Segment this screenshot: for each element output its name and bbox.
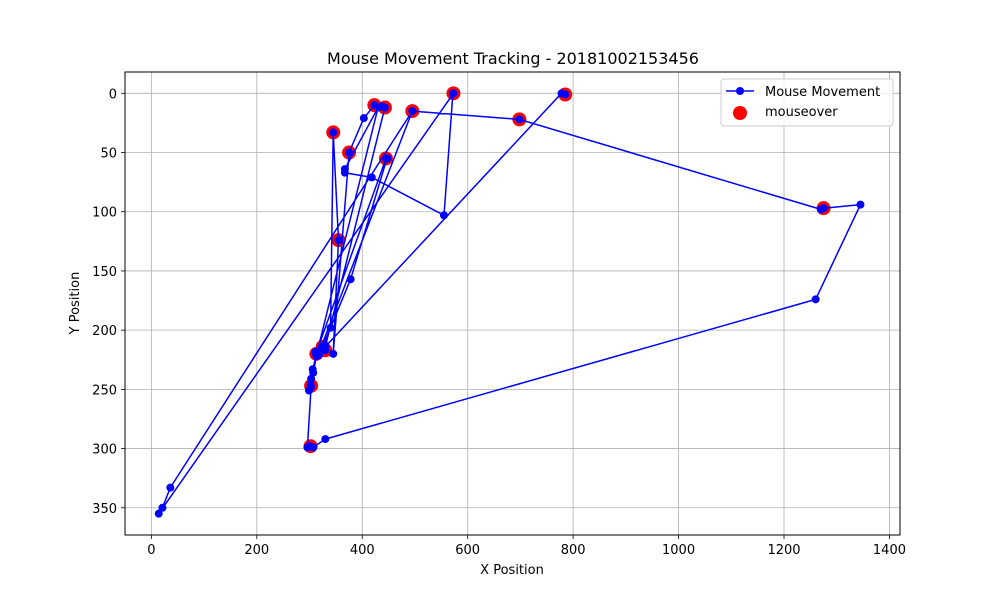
x-tick-label: 600	[455, 543, 480, 558]
mouse-movement-point	[329, 349, 338, 358]
mouse-movement-point	[326, 323, 335, 332]
mouse-movement-point	[359, 114, 368, 123]
mouse-movement-point	[439, 211, 448, 220]
grid-layer	[125, 72, 900, 535]
series-layer	[154, 86, 865, 518]
mouse-movement-point	[374, 103, 383, 112]
legend-line-marker	[736, 87, 744, 95]
mouse-movement-point	[367, 173, 376, 182]
y-tick-label: 50	[100, 147, 117, 162]
mouse-movement-point	[312, 351, 321, 360]
x-tick-label: 800	[561, 543, 586, 558]
mouse-movement-point	[345, 148, 354, 157]
legend-mouseover-marker	[733, 106, 747, 120]
mouse-movement-point	[515, 115, 524, 124]
mouse-movement-point	[309, 368, 318, 377]
x-tick-label: 400	[350, 543, 375, 558]
mouse-movement-point	[340, 168, 349, 177]
mouse-movement-point	[334, 236, 343, 245]
y-tick-label: 250	[92, 383, 117, 398]
legend-label-mouse-movement: Mouse Movement	[765, 85, 880, 100]
mouse-movement-point	[166, 483, 175, 492]
mouse-movement-point	[154, 509, 163, 518]
x-tick-label: 1200	[767, 543, 800, 558]
x-tick-label: 200	[244, 543, 269, 558]
y-tick-label: 150	[92, 265, 117, 280]
mouse-movement-point	[819, 204, 828, 213]
mouse-movement-point	[380, 103, 389, 112]
chart-title: Mouse Movement Tracking - 20181002153456	[327, 49, 699, 68]
y-tick-label: 100	[92, 206, 117, 221]
y-tick-label: 300	[92, 443, 117, 458]
legend-box	[720, 78, 894, 127]
x-tick-label: 1000	[662, 543, 695, 558]
mouse-movement-point	[303, 443, 312, 452]
mouse-movement-point	[856, 200, 865, 209]
mouse-movement-point	[449, 89, 458, 98]
mouse-movement-point	[307, 382, 316, 391]
y-tick-label: 0	[109, 87, 117, 102]
x-tick-label: 1400	[873, 543, 906, 558]
mouse-movement-point	[318, 342, 327, 351]
x-tick-label: 0	[147, 543, 155, 558]
mouse-movement-point	[811, 295, 820, 304]
plot-frame	[124, 71, 901, 536]
legend-label-mouseover: mouseover	[765, 105, 838, 120]
mouse-movement-point	[346, 275, 355, 284]
y-axis-title: Y Position	[68, 272, 83, 336]
mouse-movement-point	[408, 107, 417, 116]
mouse-movement-point	[321, 435, 330, 444]
legend: Mouse Movement mouseover	[720, 78, 894, 127]
y-tick-label: 350	[92, 502, 117, 517]
x-axis-title: X Position	[480, 563, 544, 578]
mouse-movement-point	[557, 89, 566, 98]
y-tick-label: 200	[92, 324, 117, 339]
mouse-movement-point	[158, 503, 167, 512]
mouse-movement-point	[329, 128, 338, 137]
tick-layer: 0 200 400 600 800 1000 1200 1400 0 50 100 150 200 250…	[92, 87, 906, 558]
mouse-movement-point	[383, 154, 392, 163]
